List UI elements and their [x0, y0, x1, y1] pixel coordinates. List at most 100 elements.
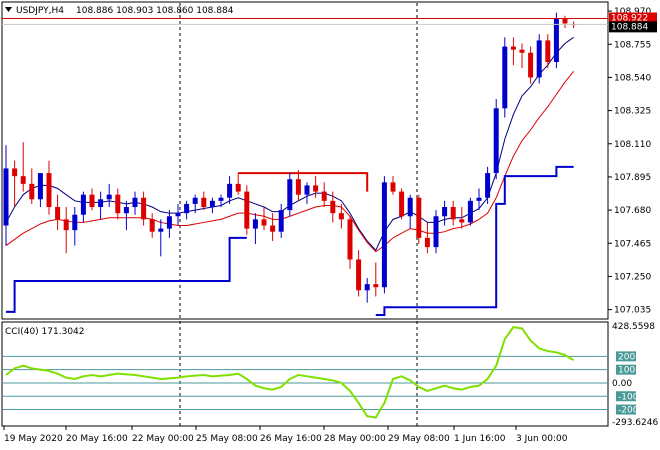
bullish-candle[interactable] — [467, 197, 473, 226]
bullish-candle[interactable] — [407, 194, 413, 229]
bearish-candle[interactable] — [338, 203, 344, 229]
candle-body — [287, 179, 293, 211]
bearish-candle[interactable] — [29, 168, 35, 204]
bearish-candle[interactable] — [424, 222, 430, 254]
bearish-candle[interactable] — [313, 176, 319, 198]
bearish-candle[interactable] — [89, 188, 95, 211]
bullish-candle[interactable] — [80, 191, 86, 223]
bullish-candle[interactable] — [536, 34, 542, 84]
bearish-candle[interactable] — [244, 185, 250, 235]
cci-tick-label: 428.5598 — [612, 322, 655, 332]
candle-body — [12, 168, 18, 177]
bullish-candle[interactable] — [37, 173, 43, 208]
bearish-candle[interactable] — [528, 46, 534, 84]
bullish-candle[interactable] — [158, 219, 164, 257]
bearish-candle[interactable] — [562, 15, 568, 29]
candle-body — [545, 40, 551, 62]
bid-price-label: 108.884 — [611, 22, 648, 32]
candle-body — [553, 18, 559, 62]
bearish-candle[interactable] — [416, 194, 422, 245]
cci-level-badge — [616, 404, 636, 415]
bullish-candle[interactable] — [72, 207, 78, 246]
price-tick-label: 107.680 — [614, 206, 651, 216]
triangle-down-icon[interactable] — [5, 7, 12, 12]
bearish-candle[interactable] — [330, 191, 336, 223]
bearish-candle[interactable] — [270, 213, 276, 241]
bearish-candle[interactable] — [295, 169, 301, 201]
bearish-candle[interactable] — [321, 182, 327, 208]
bullish-candle[interactable] — [3, 145, 9, 246]
candle-body — [252, 219, 258, 229]
bullish-candle[interactable] — [218, 194, 224, 208]
candle-body — [433, 216, 439, 248]
bullish-candle[interactable] — [209, 197, 215, 214]
candle-body — [321, 191, 327, 201]
bearish-candle[interactable] — [46, 160, 52, 215]
candle-body — [89, 194, 95, 208]
bullish-candle[interactable] — [123, 200, 129, 231]
candle-body — [29, 183, 35, 200]
candle-body — [330, 200, 336, 214]
bearish-candle[interactable] — [390, 176, 396, 195]
bullish-candle[interactable] — [442, 200, 448, 226]
bullish-candle[interactable] — [381, 176, 387, 294]
bearish-candle[interactable] — [20, 142, 26, 192]
bullish-candle[interactable] — [493, 99, 499, 180]
bearish-candle[interactable] — [12, 160, 18, 208]
bullish-candle[interactable] — [175, 203, 181, 226]
bearish-candle[interactable] — [261, 207, 267, 231]
bearish-candle[interactable] — [510, 37, 516, 66]
price-axis[interactable]: 108.970 108.755 108.540 108.325 108.110 107.8… — [608, 7, 651, 316]
bearish-candle[interactable] — [356, 250, 362, 297]
bullish-candle[interactable] — [304, 182, 310, 204]
bullish-candle[interactable] — [192, 194, 198, 214]
bearish-candle[interactable] — [459, 207, 465, 229]
bearish-candle[interactable] — [63, 207, 69, 254]
bullish-candle[interactable] — [502, 37, 508, 118]
ask-price-box — [609, 12, 657, 22]
bullish-candle[interactable] — [184, 200, 190, 220]
bullish-candle[interactable] — [252, 213, 258, 245]
bullish-candle[interactable] — [287, 173, 293, 217]
bearish-candle[interactable] — [141, 191, 147, 226]
bearish-candle[interactable] — [235, 173, 241, 195]
bullish-candle[interactable] — [553, 12, 559, 69]
bullish-candle[interactable] — [106, 183, 112, 208]
bullish-candle[interactable] — [132, 191, 138, 215]
bearish-candle[interactable] — [399, 188, 405, 220]
symbol-label: USDJPY,H4 — [16, 6, 64, 16]
bullish-candle[interactable] — [433, 210, 439, 254]
bullish-candle[interactable] — [476, 188, 482, 211]
candle-body — [528, 52, 534, 78]
candle-body — [407, 197, 413, 217]
bearish-candle[interactable] — [545, 34, 551, 69]
bearish-candle[interactable] — [201, 191, 207, 211]
candle-body — [261, 219, 267, 226]
candle-body — [519, 49, 525, 53]
candle-body — [158, 228, 164, 232]
bullish-candle[interactable] — [485, 166, 491, 204]
bearish-candle[interactable] — [519, 43, 525, 69]
time-axis[interactable]: 19 May 2020 20 May 16:00 22 May 00:00 25 Ma… — [3, 426, 568, 444]
bearish-candle[interactable] — [373, 262, 379, 297]
bullish-candle[interactable] — [166, 210, 172, 238]
bullish-candle[interactable] — [364, 277, 370, 303]
cci-tick-label: 200 — [618, 352, 635, 362]
time-tick-label: 3 Jun 00:00 — [516, 434, 568, 444]
bullish-candle[interactable] — [227, 176, 233, 204]
bullish-candle[interactable] — [278, 203, 284, 238]
bearish-candle[interactable] — [149, 213, 155, 238]
indicator-pane[interactable] — [1, 321, 609, 427]
bullish-candle[interactable] — [98, 191, 104, 220]
cci-line — [5, 326, 575, 419]
candles[interactable] — [3, 12, 577, 303]
time-tick-label: 28 May 00:00 — [324, 434, 386, 444]
bearish-candle[interactable] — [115, 188, 121, 220]
cci-axis[interactable]: 428.5598 200 100 0.00 -100 -200 -293.6246 — [612, 322, 658, 428]
time-tick-label: 25 May 08:00 — [196, 434, 258, 444]
bearish-candle[interactable] — [55, 194, 61, 231]
price-pane[interactable] — [1, 1, 609, 320]
bearish-candle[interactable] — [347, 216, 353, 269]
bearish-candle[interactable] — [450, 200, 456, 226]
